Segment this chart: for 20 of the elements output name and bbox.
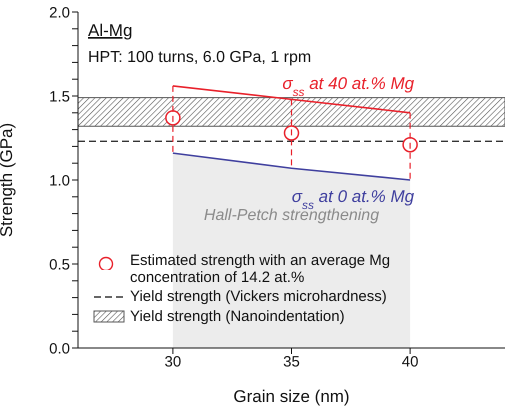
- point: [402, 136, 418, 152]
- x-tick-label: 30: [164, 354, 182, 371]
- y-tick-label: 0.5: [49, 256, 70, 274]
- y-axis-title: Strength (GPa): [0, 122, 16, 238]
- annotation: Hall-Petch strengthening: [204, 207, 380, 224]
- point: [165, 110, 181, 126]
- text: HPT: 100 turns, 6.0 GPa, 1 rpm: [88, 49, 312, 66]
- x-tick-label: 40: [402, 354, 418, 371]
- legend-label: Estimated strength with an average Mg concentration of 14.2 at.%: [130, 252, 392, 286]
- y-tick-label: 1.0: [49, 172, 70, 190]
- text: Al-Mg: [88, 21, 132, 40]
- legend-label: Yield strength (Vickers microhardness): [130, 288, 388, 305]
- point: [284, 125, 300, 141]
- series-label: σ$_{ss}$ at 40 at.% Mg: [282, 74, 415, 99]
- x-axis-title: Grain size (nm): [233, 387, 350, 406]
- y-tick-label: 1.5: [49, 88, 70, 106]
- y-tick-label: 0.0: [49, 340, 70, 358]
- legend-label: Yield strength (Nanoindentation): [130, 308, 346, 325]
- x-tick-label: 35: [283, 354, 300, 371]
- y-tick-label: 2.0: [49, 4, 70, 22]
